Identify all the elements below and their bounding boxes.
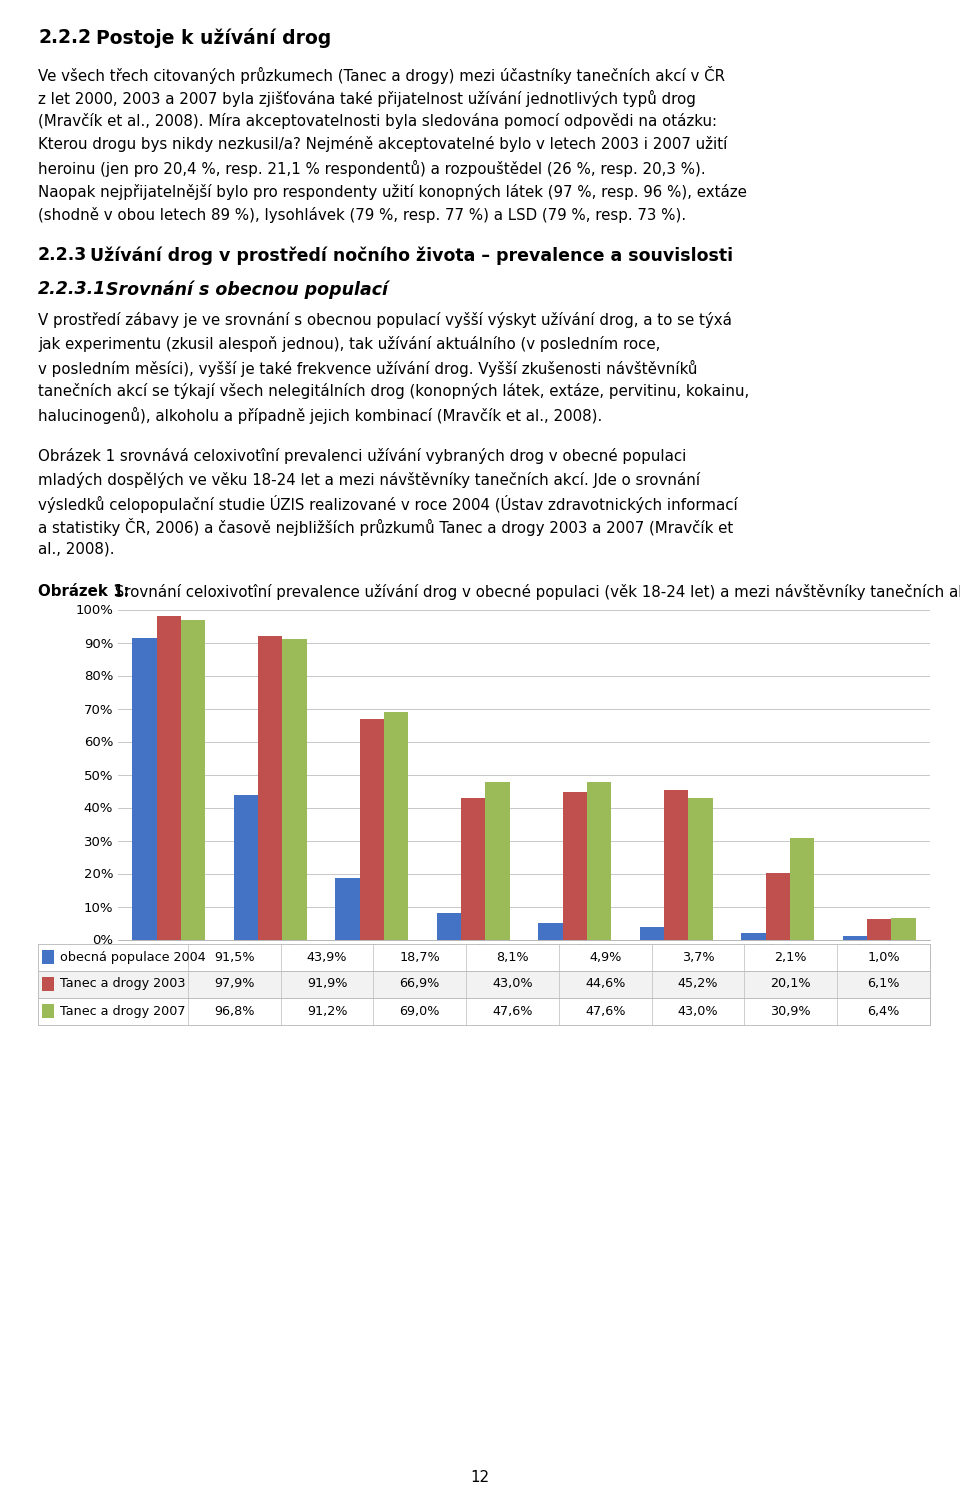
Text: 3,7%: 3,7%	[682, 951, 714, 963]
Bar	[132, 638, 156, 939]
Bar	[437, 912, 461, 939]
Text: 2.2.3: 2.2.3	[38, 247, 87, 265]
Text: 4,9%: 4,9%	[589, 951, 621, 963]
Text: 47,6%: 47,6%	[585, 1004, 626, 1017]
Text: 2,1%: 2,1%	[775, 951, 807, 963]
Text: Srovnání s obecnou populací: Srovnání s obecnou populací	[106, 280, 388, 299]
Text: 20,1%: 20,1%	[771, 978, 811, 990]
Bar	[688, 798, 712, 939]
Text: 44,6%: 44,6%	[586, 978, 626, 990]
Bar	[282, 638, 307, 939]
Bar	[539, 924, 563, 939]
Bar	[741, 933, 765, 939]
Text: 6,1%: 6,1%	[868, 978, 900, 990]
Text: mladých dospělých ve věku 18-24 let a mezi návštěvníky tanečních akcí. Jde o sro: mladých dospělých ve věku 18-24 let a me…	[38, 471, 700, 488]
Text: a statistiky ČR, 2006) a časově nejbližších průzkumů Tanec a drogy 2003 a 2007 (: a statistiky ČR, 2006) a časově nejbližš…	[38, 519, 733, 536]
Text: 91,2%: 91,2%	[307, 1004, 348, 1017]
Text: 43,0%: 43,0%	[678, 1004, 718, 1017]
Text: 91,9%: 91,9%	[307, 978, 348, 990]
Text: Srovnání celoxivotîní prevalence užívání drog v obecné populaci (věk 18-24 let) : Srovnání celoxivotîní prevalence užívání…	[110, 584, 960, 599]
Text: Naopak nejpřijatelnější bylo pro respondenty užití konopných látek (97 %, resp. : Naopak nejpřijatelnější bylo pro respond…	[38, 184, 747, 200]
Bar	[180, 620, 205, 939]
Bar	[486, 783, 510, 939]
Text: jak experimentu (zkusil alespoň jednou), tak užívání aktuálního (v posledním roc: jak experimentu (zkusil alespoň jednou),…	[38, 336, 660, 352]
Bar	[587, 783, 612, 939]
Bar	[867, 920, 892, 939]
Bar	[258, 637, 282, 939]
Text: 66,9%: 66,9%	[399, 978, 440, 990]
Bar	[765, 873, 790, 939]
Text: výsledků celopopulační studie ÚZIS realizované v roce 2004 (Ústav zdravotnických: výsledků celopopulační studie ÚZIS reali…	[38, 495, 737, 513]
Bar	[892, 918, 916, 939]
Text: Ve všech třech citovaných průzkumech (Tanec a drogy) mezi účastníky tanečních ak: Ve všech třech citovaných průzkumech (Ta…	[38, 66, 725, 84]
Text: Obrázek 1 srovnává celoxivotîní prevalenci užívání vybraných drog v obecné popul: Obrázek 1 srovnává celoxivotîní prevalen…	[38, 448, 686, 464]
Bar	[384, 712, 408, 939]
Text: 47,6%: 47,6%	[492, 1004, 533, 1017]
Text: halucinogenů), alkoholu a případně jejich kombinací (Mravčík et al., 2008).: halucinogenů), alkoholu a případně jejic…	[38, 406, 602, 423]
Bar	[461, 798, 486, 939]
Text: 97,9%: 97,9%	[214, 978, 254, 990]
Bar	[38, 971, 930, 998]
Text: tanečních akcí se týkají všech nelegitálních drog (konopných látek, extáze, perv: tanečních akcí se týkají všech nelegitál…	[38, 382, 749, 399]
Bar	[42, 950, 54, 963]
Text: 12: 12	[470, 1470, 490, 1485]
Text: Tanec a drogy 2003: Tanec a drogy 2003	[60, 978, 186, 990]
Bar	[360, 719, 384, 939]
Text: V prostředí zábavy je ve srovnání s obecnou populací vyšší výskyt užívání drog, : V prostředí zábavy je ve srovnání s obec…	[38, 313, 732, 328]
Text: 2.2.3.1: 2.2.3.1	[38, 280, 107, 298]
Text: z let 2000, 2003 a 2007 byla zjišťována také přijatelnost užívání jednotlivých t: z let 2000, 2003 a 2007 byla zjišťována …	[38, 89, 696, 107]
Text: 91,5%: 91,5%	[214, 951, 254, 963]
Text: 2.2.2: 2.2.2	[38, 29, 91, 47]
Text: v posledním měsíci), vyšší je také frekvence užívání drog. Vyšší zkušenosti návš: v posledním měsíci), vyšší je také frekv…	[38, 360, 697, 376]
Bar	[38, 944, 930, 971]
Text: 30,9%: 30,9%	[771, 1004, 811, 1017]
Text: Tanec a drogy 2007: Tanec a drogy 2007	[60, 1004, 186, 1017]
Text: 43,0%: 43,0%	[492, 978, 533, 990]
Bar	[664, 790, 688, 939]
Text: 8,1%: 8,1%	[496, 951, 529, 963]
Bar	[156, 617, 180, 939]
Text: Obrázek 1:: Obrázek 1:	[38, 584, 130, 599]
Text: 18,7%: 18,7%	[399, 951, 440, 963]
Bar	[790, 837, 814, 939]
Text: al., 2008).: al., 2008).	[38, 542, 114, 557]
Text: 43,9%: 43,9%	[307, 951, 348, 963]
Text: 1,0%: 1,0%	[867, 951, 900, 963]
Text: 6,4%: 6,4%	[868, 1004, 900, 1017]
Bar	[563, 792, 587, 939]
Bar	[233, 795, 258, 939]
Bar	[42, 977, 54, 990]
Text: 69,0%: 69,0%	[399, 1004, 440, 1017]
Bar	[335, 877, 360, 939]
Bar	[42, 1004, 54, 1017]
Text: heroinu (jen pro 20,4 %, resp. 21,1 % respondentů) a rozpouštědel (26 %, resp. 2: heroinu (jen pro 20,4 %, resp. 21,1 % re…	[38, 160, 706, 178]
Text: obecná populace 2004: obecná populace 2004	[60, 951, 206, 963]
Text: Postoje k užívání drog: Postoje k užívání drog	[96, 29, 331, 48]
Text: 96,8%: 96,8%	[214, 1004, 254, 1017]
Bar	[843, 936, 867, 939]
Bar	[38, 998, 930, 1025]
Text: (Mravčík et al., 2008). Míra akceptovatelnosti byla sledována pomocí odpovědi na: (Mravčík et al., 2008). Míra akceptovate…	[38, 113, 717, 129]
Text: (shodně v obou letech 89 %), lysohlávek (79 %, resp. 77 %) a LSD (79 %, resp. 73: (shodně v obou letech 89 %), lysohlávek …	[38, 208, 686, 223]
Text: Užívání drog v prostředí nočního života – prevalence a souvislosti: Užívání drog v prostředí nočního života …	[90, 247, 733, 265]
Text: 45,2%: 45,2%	[678, 978, 718, 990]
Bar	[639, 927, 664, 939]
Text: Kterou drogu bys nikdy nezkusil/a? Nejméně akceptovatelné bylo v letech 2003 i 2: Kterou drogu bys nikdy nezkusil/a? Nejmé…	[38, 137, 728, 152]
